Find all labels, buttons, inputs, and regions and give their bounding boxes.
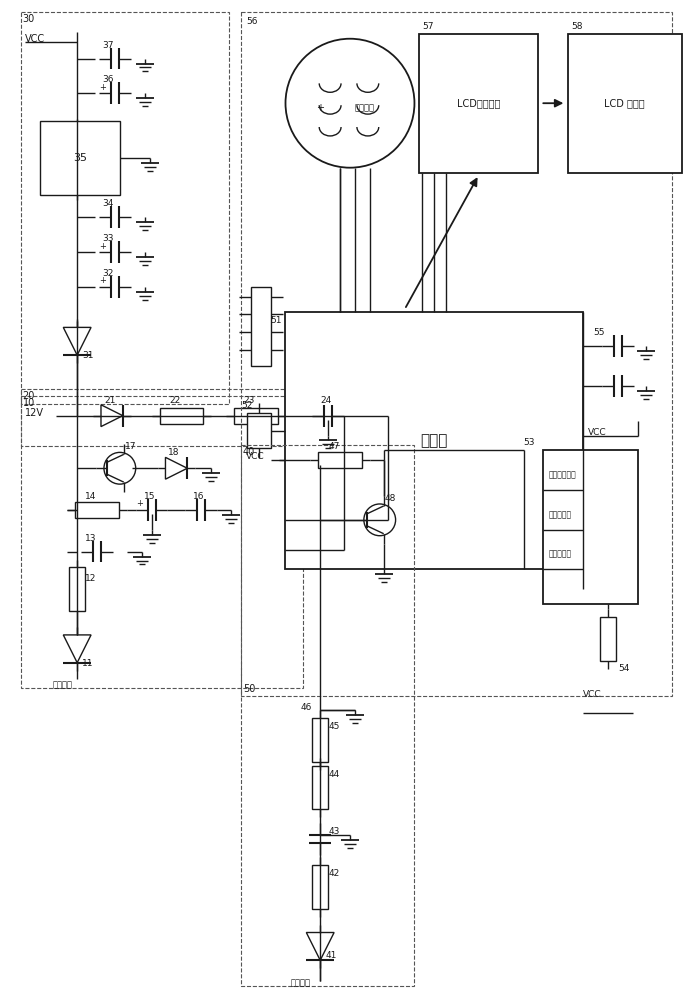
Bar — [247, 413, 270, 448]
Text: 35: 35 — [73, 153, 87, 163]
Text: 50: 50 — [243, 684, 255, 694]
Text: 36: 36 — [102, 75, 114, 84]
Text: 信号输入: 信号输入 — [290, 978, 310, 987]
Text: 58: 58 — [571, 22, 583, 31]
Text: 变速机芯: 变速机芯 — [355, 104, 375, 113]
Text: 42: 42 — [328, 869, 340, 878]
Text: 14: 14 — [85, 492, 96, 501]
Text: 通信数据线: 通信数据线 — [548, 550, 572, 559]
Bar — [21, 389, 387, 446]
Text: VCC: VCC — [24, 34, 45, 44]
Bar — [21, 12, 229, 404]
Text: 18: 18 — [168, 448, 180, 457]
Text: 54: 54 — [617, 664, 629, 673]
Bar — [313, 766, 328, 809]
Text: 45: 45 — [328, 722, 340, 731]
Bar — [313, 865, 328, 909]
Bar — [313, 718, 328, 762]
Text: 48: 48 — [385, 494, 396, 503]
Text: 46: 46 — [300, 703, 312, 712]
Text: 51: 51 — [270, 316, 282, 325]
Bar — [286, 312, 583, 569]
Text: LCD驱动芯片: LCD驱动芯片 — [457, 98, 500, 108]
Text: 47: 47 — [328, 442, 340, 451]
Text: 40: 40 — [243, 447, 255, 457]
Text: 12V: 12V — [24, 408, 44, 418]
Text: +: + — [316, 103, 324, 113]
Text: 单片机: 单片机 — [421, 433, 448, 448]
Text: 37: 37 — [102, 41, 114, 50]
Text: 56: 56 — [246, 17, 257, 26]
Bar — [251, 287, 270, 366]
Bar — [234, 408, 278, 424]
Text: VCC: VCC — [583, 690, 602, 699]
Text: 20: 20 — [23, 391, 35, 401]
Text: +: + — [137, 499, 143, 508]
Bar — [419, 34, 538, 173]
Text: 55: 55 — [593, 328, 604, 337]
Text: 22: 22 — [169, 396, 181, 405]
Bar — [543, 450, 638, 604]
Text: 16: 16 — [193, 492, 204, 501]
Text: 调试及监测线: 调试及监测线 — [548, 470, 576, 479]
Text: 57: 57 — [423, 22, 434, 31]
Text: +: + — [100, 242, 107, 251]
Text: 32: 32 — [102, 269, 114, 278]
Text: 33: 33 — [102, 234, 114, 243]
Bar — [241, 445, 414, 986]
Text: 41: 41 — [325, 951, 337, 960]
Bar — [568, 34, 683, 173]
Text: 24: 24 — [320, 396, 331, 405]
Text: 21: 21 — [104, 396, 115, 405]
Text: 31: 31 — [82, 351, 94, 360]
Text: 53: 53 — [524, 438, 535, 447]
Bar — [21, 396, 304, 688]
Text: +: + — [100, 276, 107, 285]
Text: 电流输入: 电流输入 — [53, 681, 72, 690]
Bar — [76, 502, 119, 518]
Text: 52: 52 — [241, 401, 252, 410]
Text: LCD 显示器: LCD 显示器 — [604, 98, 645, 108]
Text: 17: 17 — [125, 442, 137, 451]
Text: 12: 12 — [85, 574, 96, 583]
Bar — [600, 617, 616, 661]
Text: +: + — [100, 83, 107, 92]
Text: 13: 13 — [85, 534, 96, 543]
Bar — [69, 567, 85, 611]
Bar — [318, 452, 362, 468]
Text: 43: 43 — [328, 827, 340, 836]
Text: VCC: VCC — [246, 452, 265, 461]
Text: VCC: VCC — [588, 428, 606, 437]
Text: 通信时钟线: 通信时钟线 — [548, 510, 572, 519]
Bar — [159, 408, 203, 424]
Text: 10: 10 — [23, 398, 35, 408]
Text: 23: 23 — [244, 396, 255, 405]
Bar — [241, 12, 672, 696]
Text: 34: 34 — [102, 199, 114, 208]
Text: 15: 15 — [143, 492, 155, 501]
Bar — [40, 121, 120, 195]
Text: 44: 44 — [328, 770, 340, 779]
Text: 11: 11 — [82, 659, 94, 668]
Text: 30: 30 — [23, 14, 35, 24]
